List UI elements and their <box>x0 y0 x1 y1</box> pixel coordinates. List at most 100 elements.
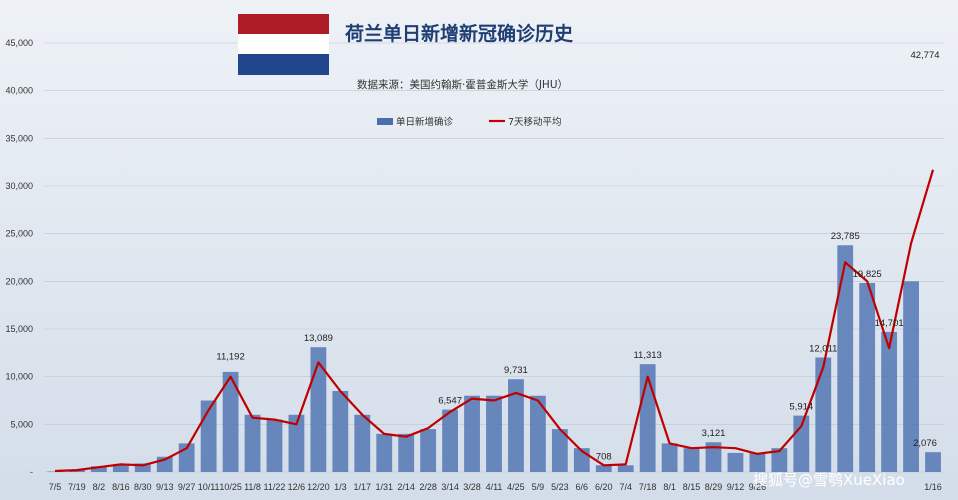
x-tick-label: 2/14 <box>397 482 415 492</box>
x-tick-label: 8/30 <box>134 482 152 492</box>
y-tick-label: 20,000 <box>5 276 33 286</box>
moving-average-line <box>54 169 935 473</box>
x-tick-label: 8/2 <box>93 482 106 492</box>
bar <box>617 465 634 472</box>
data-label: 19,825 <box>853 269 882 280</box>
data-label: 3,121 <box>702 428 726 439</box>
data-label: 11,192 <box>216 351 244 362</box>
y-tick-label: 45,000 <box>5 38 33 48</box>
bar <box>859 283 876 472</box>
x-tick-label: 7/18 <box>639 482 657 492</box>
chart-title: 荷兰单日新增新冠确诊历史 <box>345 22 574 45</box>
y-tick-label: 30,000 <box>5 181 33 191</box>
bar <box>112 464 129 472</box>
y-tick-label: 5,000 <box>10 419 33 429</box>
x-tick-label: 7/4 <box>619 482 632 492</box>
data-label: 42,774 <box>910 50 939 61</box>
x-tick-label: 4/11 <box>486 482 503 492</box>
bar <box>837 245 854 472</box>
data-label: 9,731 <box>504 365 528 376</box>
x-tick-label: 10/25 <box>219 482 242 492</box>
y-axis-ticks: - 5,000 10,000 15,000 20,000 25,000 30,000 35,0… <box>5 38 33 477</box>
y-tick-label: 10,000 <box>5 372 33 382</box>
bar <box>134 463 151 472</box>
chart-subtitle: 数据来源：美国约翰斯·霍普金斯大学（JHU） <box>357 78 568 91</box>
bar <box>398 433 415 472</box>
data-label: 708 <box>596 451 612 462</box>
data-label: 23,785 <box>831 231 860 242</box>
x-tick-label: 1/17 <box>354 482 372 492</box>
y-tick-label: 15,000 <box>5 324 33 334</box>
x-tick-label: 9/12 <box>727 482 745 492</box>
data-label: 11,313 <box>633 350 661 361</box>
data-label: 12,011 <box>809 343 837 354</box>
x-tick-label: 8/15 <box>683 482 701 492</box>
x-tick-label: 4/25 <box>507 482 525 492</box>
legend-swatch-bars <box>377 118 393 125</box>
flag-stripe-white <box>238 34 329 54</box>
x-tick-label: 3/28 <box>463 482 481 492</box>
bar <box>332 390 349 472</box>
bar <box>815 357 832 472</box>
bar <box>376 433 393 472</box>
bar <box>288 414 305 472</box>
x-tick-label: 6/20 <box>595 482 613 492</box>
x-tick-label: 12/6 <box>288 482 306 492</box>
x-tick-label: 1/31 <box>375 482 393 492</box>
x-tick-label: 9/13 <box>156 482 174 492</box>
bar <box>727 452 744 472</box>
data-label: 6,547 <box>438 396 462 407</box>
x-tick-label: 5/9 <box>532 482 545 492</box>
x-axis-ticks: 7/5 7/19 8/2 8/16 8/30 9/13 9/27 10/11 10/25 11/8… <box>49 482 942 492</box>
bar <box>508 379 524 472</box>
x-tick-label: 7/5 <box>49 482 62 492</box>
bar <box>551 429 568 472</box>
y-tick-label: 25,000 <box>5 229 33 239</box>
legend: 单日新增确诊 7天移动平均 <box>377 116 562 128</box>
data-label: 2,076 <box>913 438 937 449</box>
x-tick-label: 9/26 <box>749 482 767 492</box>
y-tick-label: 40,000 <box>5 86 33 96</box>
x-tick-label: 6/6 <box>576 482 589 492</box>
bar <box>771 448 788 472</box>
x-tick-label: 11/8 <box>244 482 261 492</box>
bar <box>749 452 766 472</box>
x-tick-label: 9/27 <box>178 482 196 492</box>
bar <box>420 429 437 472</box>
y-tick-label: - <box>30 467 33 477</box>
bar-series <box>47 245 941 472</box>
data-label: 14,701 <box>875 318 904 329</box>
bar <box>486 395 502 472</box>
x-tick-label: 2/28 <box>419 482 437 492</box>
x-tick-label: 5/23 <box>551 482 569 492</box>
bar <box>661 443 678 472</box>
flag-stripe-blue <box>238 54 329 75</box>
x-tick-label: 8/29 <box>705 482 723 492</box>
legend-label-bars: 单日新增确诊 <box>396 116 454 128</box>
x-tick-label: 1/3 <box>334 482 347 492</box>
legend-label-line: 7天移动平均 <box>508 116 562 128</box>
bar <box>683 448 700 472</box>
bar <box>903 281 919 472</box>
bar <box>266 419 283 472</box>
bar <box>222 371 239 472</box>
bar <box>244 414 261 472</box>
netherlands-flag <box>238 14 329 75</box>
bar <box>705 442 722 472</box>
data-labels: 11,192 13,089 6,547 9,731 708 11,313 3,121 5,91… <box>216 50 939 462</box>
x-tick-label: 3/14 <box>441 482 459 492</box>
bar <box>530 395 546 472</box>
bar <box>90 466 107 472</box>
x-tick-label: 12/20 <box>307 482 330 492</box>
bar <box>925 452 941 472</box>
x-tick-label: 8/16 <box>112 482 130 492</box>
bar <box>442 409 458 472</box>
bar <box>881 331 898 472</box>
watermark: 搜狐号@雪鹗XueXiao <box>753 471 905 489</box>
bar <box>310 347 327 472</box>
x-tick-label: 11/22 <box>264 482 286 492</box>
flag-stripe-red <box>238 14 329 34</box>
y-tick-label: 35,000 <box>5 133 33 143</box>
bar <box>464 395 480 472</box>
